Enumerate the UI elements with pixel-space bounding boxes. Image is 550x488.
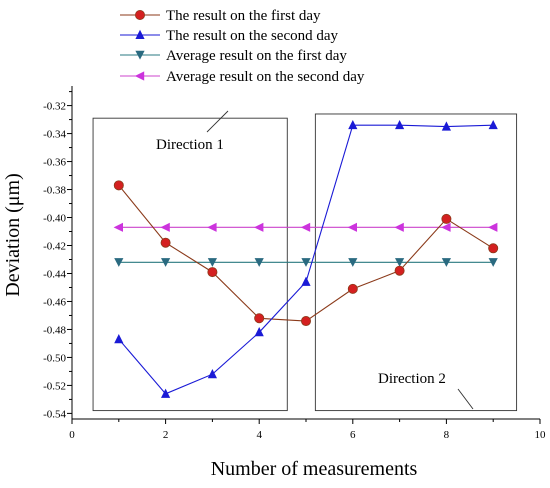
annotation-boxes: Direction 1 Direction 2 <box>92 110 518 412</box>
legend-item-1: The result on the first day <box>120 8 321 24</box>
series-1-point <box>113 180 124 191</box>
y-tick-label: -0.42 <box>43 241 66 253</box>
series-2-point <box>441 121 451 131</box>
legend-swatch-marker <box>134 9 145 20</box>
series-3-point <box>161 258 171 267</box>
legend-label: The result on the second day <box>166 28 339 44</box>
series-4-point <box>160 222 170 232</box>
legend-label: The result on the first day <box>166 8 321 24</box>
y-tick-label: -0.44 <box>43 268 66 280</box>
x-tick-label: 0 <box>69 429 75 441</box>
y-tick-label: -0.52 <box>43 380 66 392</box>
series-4-point <box>441 222 451 232</box>
legend-swatch-marker <box>135 29 145 39</box>
series-2-point <box>301 276 311 286</box>
series-4-point <box>347 222 357 232</box>
series-2 <box>114 119 498 398</box>
y-tick-label: -0.36 <box>43 157 66 169</box>
series-1-point <box>160 237 171 248</box>
y-tick-label: -0.50 <box>43 352 66 364</box>
y-tick-label: -0.40 <box>43 213 66 225</box>
series-1-point <box>394 265 405 276</box>
series-3-point <box>488 258 498 267</box>
series-2-point <box>348 119 358 130</box>
direction-2-pointer <box>457 388 474 410</box>
x-tick-label: 6 <box>350 429 356 441</box>
series-1-point <box>254 313 265 324</box>
y-tick-label: -0.32 <box>43 101 66 113</box>
series-2-point <box>395 119 405 130</box>
axes: 0 2 4 6 8 10 -0.54 -0.52 -0.50 -0.48 -0.46 -0.44 -0.… <box>43 86 546 441</box>
x-tick-label: 4 <box>256 429 262 441</box>
series-1-point <box>488 243 499 254</box>
series-4-point <box>207 222 217 232</box>
y-tick-label: -0.34 <box>43 129 66 141</box>
series-4-point <box>254 222 264 232</box>
series-1-point <box>347 283 358 294</box>
y-tick-label: -0.38 <box>43 185 66 197</box>
series-2-point <box>488 119 498 130</box>
series-layer <box>113 119 499 398</box>
legend: The result on the first day The result on… <box>120 8 365 85</box>
series-4-point <box>488 222 498 232</box>
series-3-point <box>348 258 358 267</box>
y-tick-label: -0.54 <box>43 408 66 420</box>
series-2-point <box>207 369 217 379</box>
series-3 <box>114 258 498 267</box>
x-tick-label: 2 <box>163 429 169 441</box>
x-axis-title: Number of measurements <box>211 458 418 480</box>
series-4-point <box>394 222 404 232</box>
series-1-point <box>207 267 218 278</box>
y-tick-label: -0.46 <box>43 296 66 308</box>
series-4-point <box>113 222 123 232</box>
direction-1-box <box>92 117 288 412</box>
series-1-point <box>441 213 452 224</box>
series-4-point <box>300 222 311 232</box>
x-tick-label: 8 <box>444 429 450 441</box>
direction-2-label: Direction 2 <box>378 371 446 387</box>
direction-1-pointer <box>206 110 229 133</box>
legend-label: Average result on the second day <box>166 69 365 85</box>
series-2-point <box>161 388 171 398</box>
legend-label: Average result on the first day <box>166 48 347 64</box>
series-3-point <box>207 258 217 267</box>
direction-1-label: Direction 1 <box>156 137 224 153</box>
series-1-line <box>118 184 494 322</box>
x-tick-label: 10 <box>535 429 547 441</box>
series-3-point <box>301 258 311 267</box>
series-2-point <box>114 334 124 344</box>
series-3-point <box>395 258 405 267</box>
series-3-point <box>254 258 264 267</box>
series-3-point <box>441 258 451 267</box>
legend-item-4: Average result on the second day <box>120 69 365 85</box>
series-2-point <box>254 327 264 337</box>
y-tick-label: -0.48 <box>43 324 66 336</box>
legend-swatch-marker <box>135 50 145 60</box>
legend-item-3: Average result on the first day <box>120 48 347 64</box>
y-axis-title: Deviation (μm) <box>2 173 24 296</box>
series-3-point <box>114 258 124 267</box>
series-4 <box>113 222 498 232</box>
series-1-point <box>300 316 311 327</box>
legend-item-2: The result on the second day <box>120 28 339 44</box>
legend-swatch-marker <box>134 71 145 81</box>
series-1 <box>113 180 499 327</box>
